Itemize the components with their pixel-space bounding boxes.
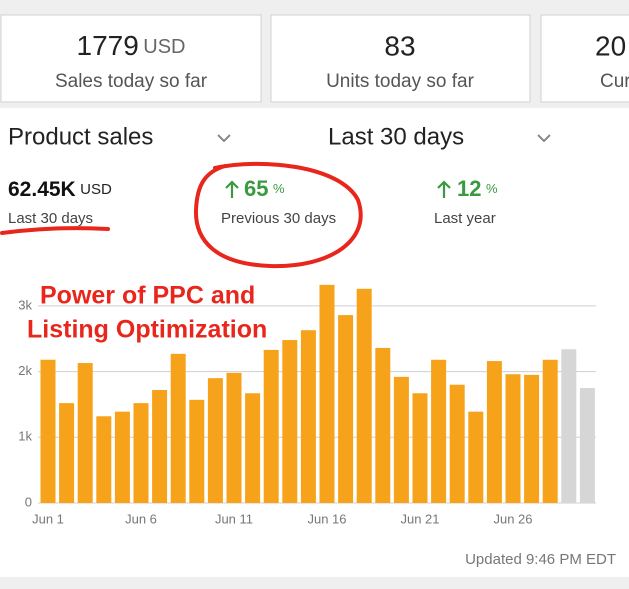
bar [152, 389, 168, 503]
bar [393, 376, 409, 503]
bar [505, 374, 521, 503]
bar [468, 411, 484, 503]
bar [542, 359, 558, 503]
value: 12 [457, 176, 481, 201]
bar [282, 340, 298, 503]
card-value: 83 [384, 30, 415, 61]
card-value: 1779 USD [77, 30, 186, 61]
bar [263, 349, 279, 503]
bar [114, 411, 130, 503]
bar [338, 315, 354, 503]
bar [561, 349, 577, 503]
chevron[interactable] [217, 134, 231, 143]
bar [356, 288, 372, 503]
x-tick-label: Jun 26 [493, 511, 532, 526]
bar [319, 284, 335, 503]
card-label: Sales today so far [55, 71, 208, 92]
card[interactable] [270, 14, 531, 103]
x-tick-label: Jun 1 [32, 511, 64, 526]
stat-label: Last 30 days [8, 210, 93, 227]
stat-value: 65 % [244, 176, 285, 201]
unit: USD [143, 36, 185, 58]
value: 62.45K [8, 178, 76, 201]
bar [226, 372, 242, 503]
y-tick-label: 2k [18, 363, 32, 378]
bar [77, 363, 93, 503]
card[interactable] [540, 14, 629, 103]
footer: Updated 9:46 PM EDT [465, 551, 616, 568]
chevron[interactable] [537, 134, 551, 143]
stat-label: Last year [434, 210, 496, 227]
card[interactable] [0, 14, 262, 103]
bar [579, 388, 595, 503]
unit: USD [80, 181, 112, 198]
stat-value: 12 % [457, 176, 498, 201]
bar [431, 359, 447, 503]
bar [375, 347, 391, 503]
underline [0, 226, 110, 235]
x-tick-label: Jun 21 [400, 511, 439, 526]
bar [170, 353, 186, 503]
y-tick-label: 1k [18, 429, 32, 444]
bar [524, 374, 540, 503]
card-value: 20 [595, 30, 626, 61]
annotation: Listing Optimization [27, 316, 267, 344]
bar [449, 384, 465, 503]
bar [412, 393, 428, 503]
annotation: Power of PPC and [40, 282, 255, 310]
card-label: Units today so far [326, 71, 475, 92]
bar [245, 393, 261, 503]
x-tick-label: Jun 16 [307, 511, 346, 526]
bar [300, 330, 316, 503]
bar-chart: 0 1k 2k 3k Jun 1 Jun 6 Jun 11 Jun 16 Jun 21 Jun 2… [18, 284, 596, 526]
y-tick-label: 3k [18, 297, 32, 312]
bar [207, 378, 223, 503]
period-select[interactable]: Last 30 days [328, 123, 464, 150]
bar [189, 399, 205, 503]
bar [96, 416, 112, 503]
stat-label: Previous 30 days [221, 210, 336, 227]
x-tick-label: Jun 11 [215, 511, 253, 526]
unit: % [486, 181, 498, 196]
value: 1779 [77, 30, 139, 61]
bar [59, 403, 75, 503]
arrow-up [225, 180, 239, 198]
stat-value: 62.45K USD [8, 178, 112, 201]
value: 65 [244, 176, 268, 201]
bar [133, 403, 149, 503]
card-label: Cur [600, 71, 629, 92]
bar [486, 361, 502, 503]
bar [40, 359, 56, 503]
x-tick-label: Jun 6 [125, 511, 157, 526]
circle-highlight [193, 161, 363, 269]
footer-bg [0, 577, 629, 589]
unit: % [273, 181, 285, 196]
metric-select[interactable]: Product sales [8, 123, 153, 150]
y-tick-label: 0 [25, 494, 32, 509]
arrow-up [437, 180, 451, 198]
